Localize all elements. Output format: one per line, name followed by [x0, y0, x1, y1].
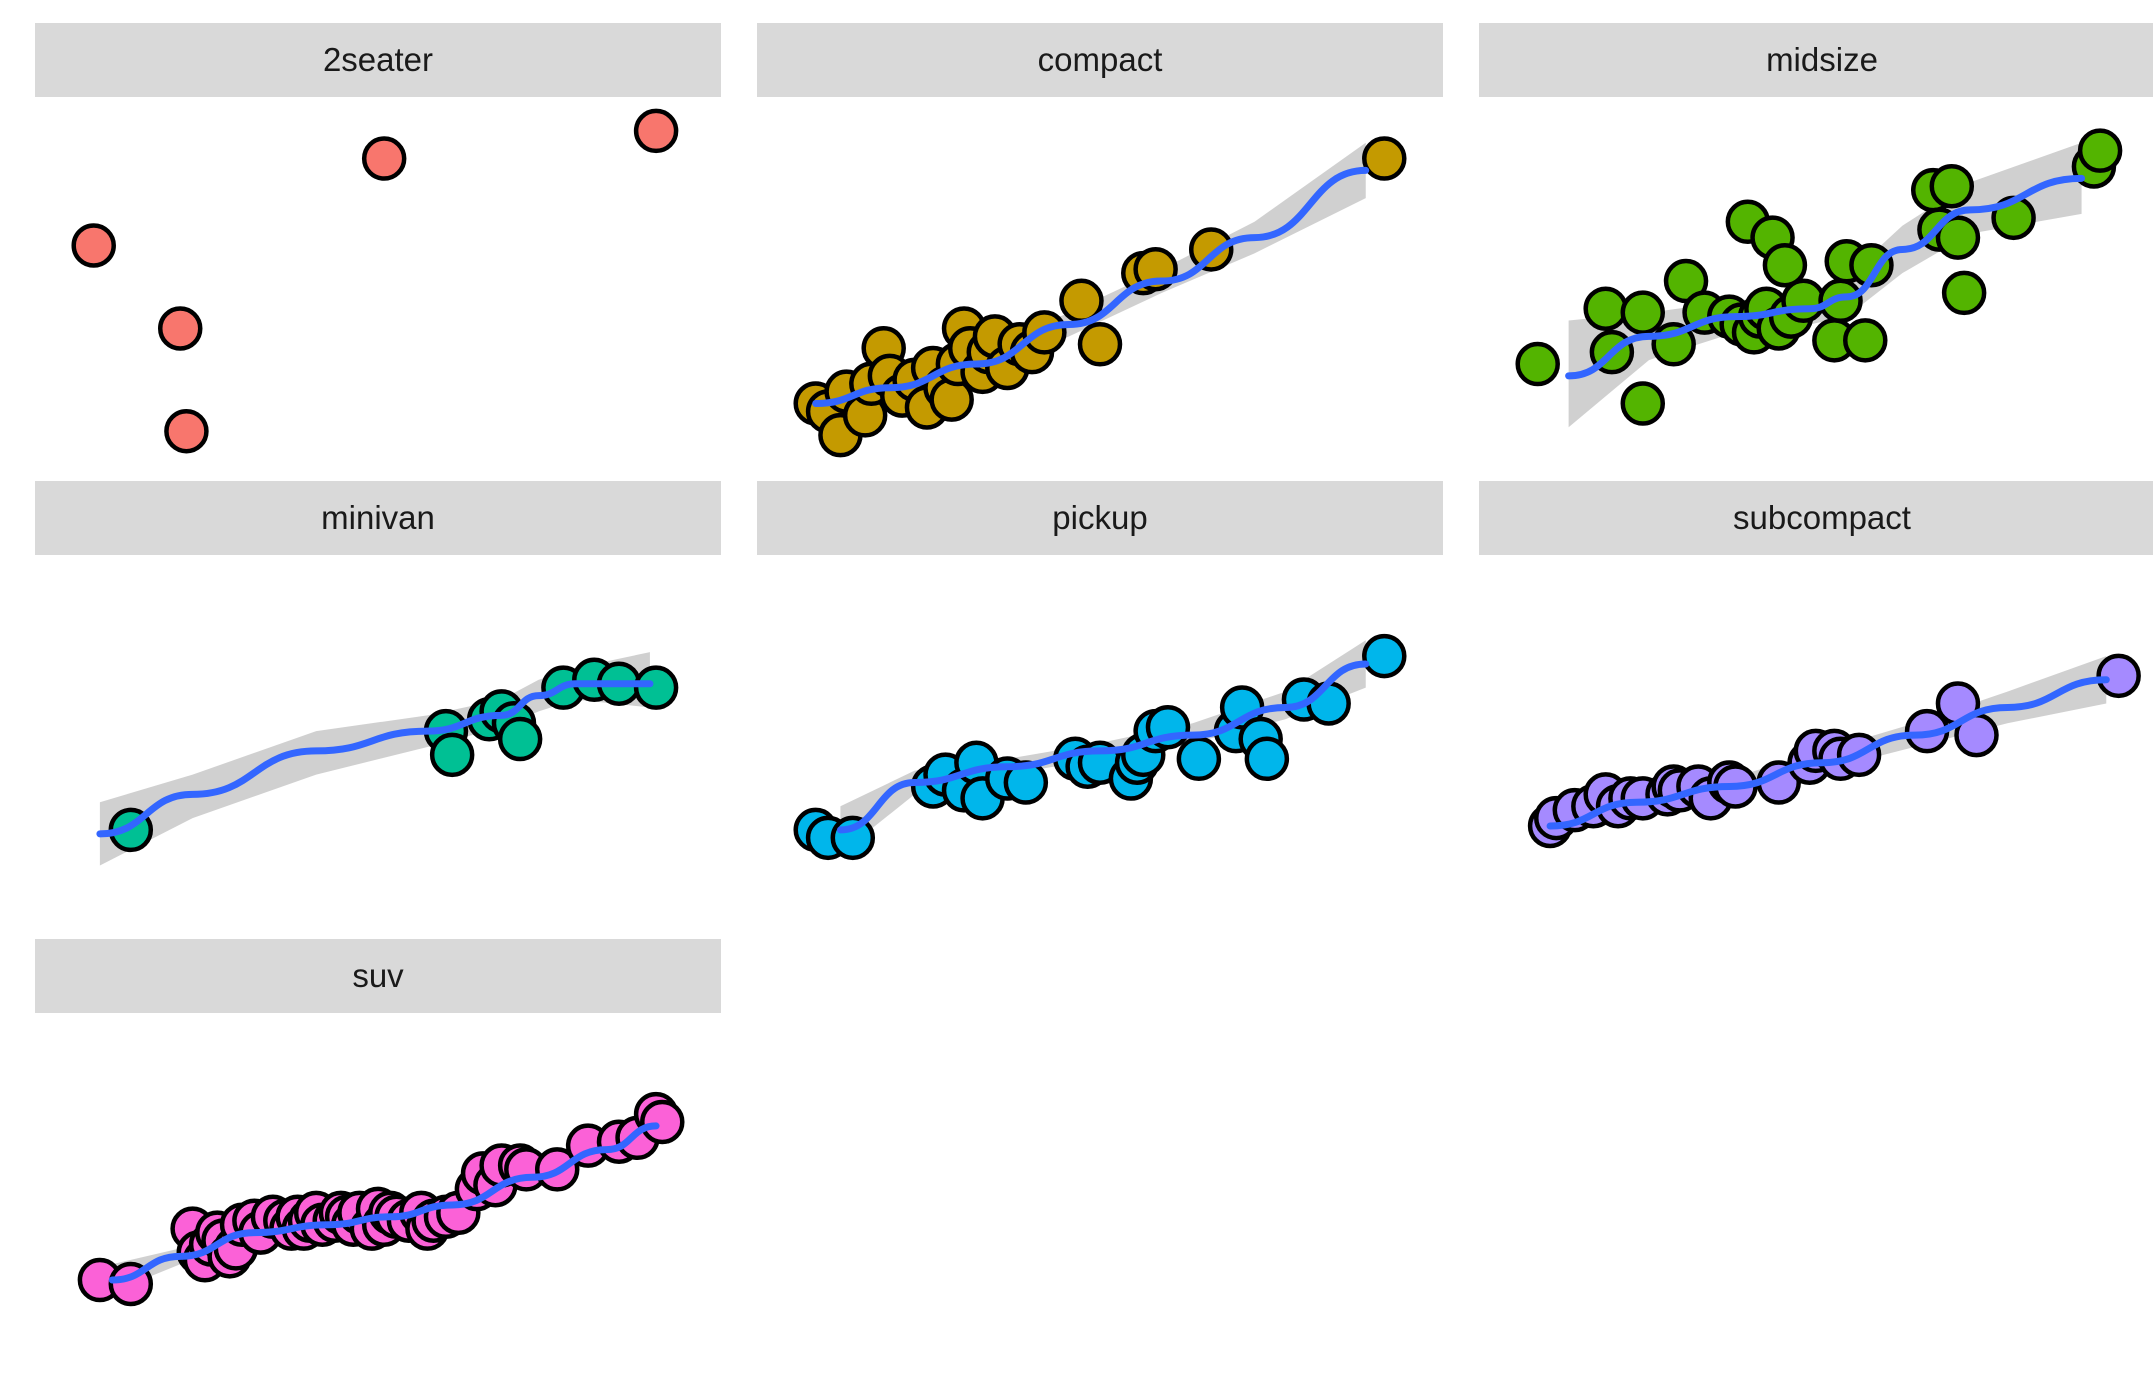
data-point — [429, 732, 475, 778]
facet-panel-pickup: pickup — [757, 481, 1443, 931]
data-point — [1843, 318, 1888, 363]
facet-plot-area — [96, 652, 679, 866]
facet-strip-label: pickup — [757, 481, 1443, 555]
smooth-line — [836, 660, 1370, 834]
data-point — [640, 1099, 685, 1145]
data-point — [2077, 128, 2123, 173]
data-point — [830, 815, 876, 861]
data-point — [1620, 290, 1666, 335]
facet-panel-midsize: midsize — [1479, 23, 2153, 473]
data-point — [1362, 633, 1407, 679]
facet-panel-suv: suv — [35, 939, 721, 1389]
facet-strip-label: 2seater — [35, 23, 721, 97]
facet-strip-label: midsize — [1479, 23, 2153, 97]
data-point — [1188, 227, 1234, 272]
facet-panel-2seater: 2seater — [35, 23, 721, 473]
facet-strip-label: subcompact — [1479, 481, 2153, 555]
data-point — [1941, 270, 1987, 316]
facet-panel-compact: compact — [757, 23, 1443, 473]
data-point — [1176, 736, 1222, 782]
facet-plot-area — [1527, 653, 2141, 849]
data-point — [633, 108, 679, 154]
data-point — [2096, 653, 2141, 699]
data-point — [71, 223, 116, 268]
data-point — [164, 408, 209, 454]
smooth-line — [1546, 676, 2110, 830]
data-point — [1362, 136, 1407, 181]
facet-strip-label: compact — [757, 23, 1443, 97]
data-point — [1583, 286, 1628, 331]
data-point — [1781, 278, 1826, 324]
facet-plot-area — [1515, 128, 2123, 428]
smooth-line — [812, 166, 1370, 408]
data-point — [157, 306, 203, 351]
data-point — [1306, 681, 1351, 726]
data-point — [1935, 215, 1981, 260]
facet-panel-minivan: minivan — [35, 481, 721, 931]
smooth-line — [108, 1122, 660, 1284]
facet-plot-area — [793, 136, 1407, 458]
facet-plot-area — [793, 633, 1407, 861]
facet-strip-label: suv — [35, 939, 721, 1013]
data-point — [1077, 322, 1123, 367]
data-point — [1849, 242, 1894, 288]
data-point — [1244, 736, 1290, 782]
facet-plot-area — [77, 1091, 685, 1307]
data-point — [497, 716, 543, 762]
smooth-line — [96, 680, 654, 838]
facet-panel-subcompact: subcompact — [1479, 481, 2153, 931]
data-point — [1929, 163, 1975, 209]
smooth-line — [1565, 174, 2086, 380]
data-point — [633, 665, 679, 710]
facet-plot-area — [71, 108, 679, 454]
data-point — [1620, 381, 1666, 426]
data-point — [1762, 242, 1808, 288]
data-point — [361, 136, 407, 181]
facet-strip-label: minivan — [35, 481, 721, 555]
data-point — [1515, 341, 1560, 387]
